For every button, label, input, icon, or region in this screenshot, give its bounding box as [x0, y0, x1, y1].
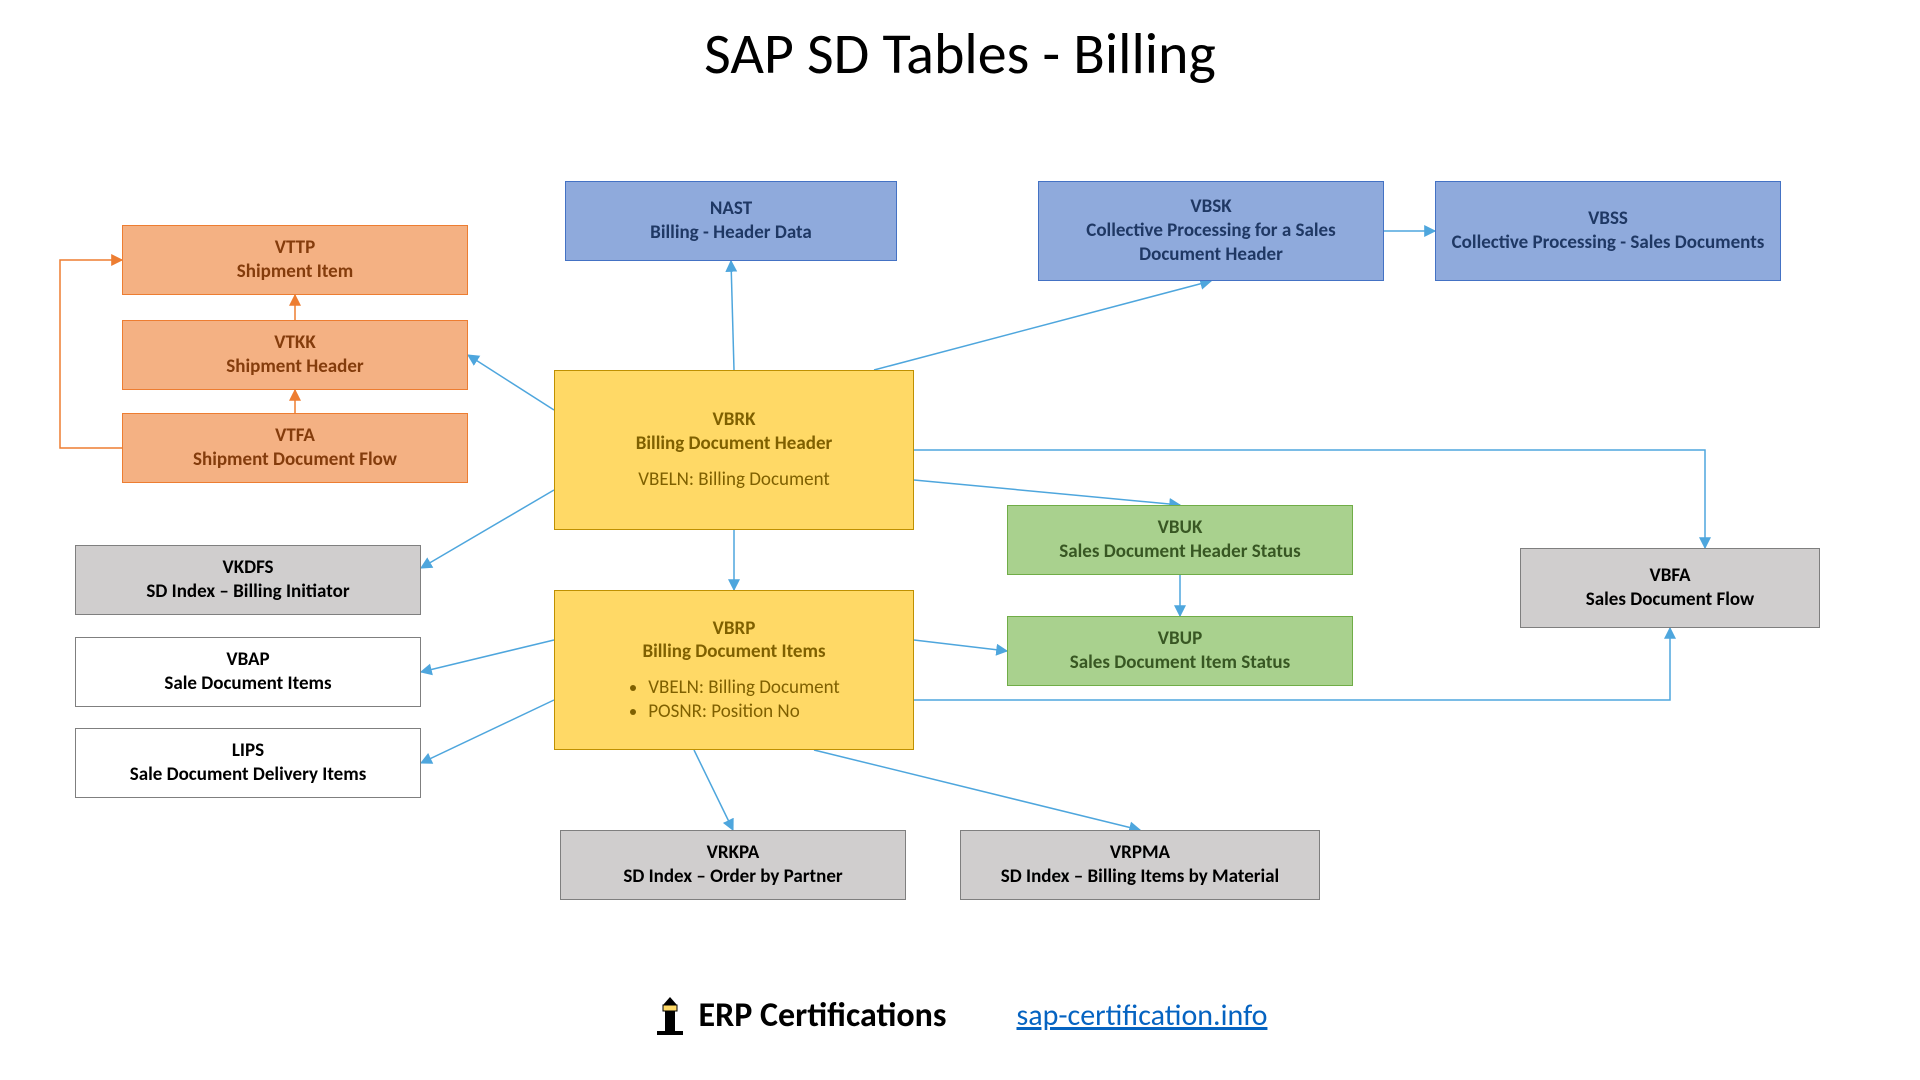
box-desc: Billing Document Items: [642, 640, 825, 664]
box-desc: Sales Document Flow: [1586, 588, 1754, 612]
box-desc: Shipment Header: [226, 355, 363, 379]
box-name: VTKK: [274, 331, 315, 355]
box-name: VTTP: [275, 236, 315, 260]
box-vbup: VBUPSales Document Item Status: [1007, 616, 1353, 686]
edge: [914, 480, 1180, 505]
box-vtfa: VTFAShipment Document Flow: [122, 413, 468, 483]
edge: [468, 355, 554, 410]
edge: [694, 750, 733, 830]
box-name: VBRP: [713, 617, 756, 641]
box-desc: Sales Document Header Status: [1059, 540, 1300, 564]
edge: [914, 640, 1007, 651]
box-desc: Sale Document Items: [164, 672, 331, 696]
box-lips: LIPSSale Document Delivery Items: [75, 728, 421, 798]
edges-layer: [0, 0, 1920, 1080]
box-name: VRKPA: [707, 841, 760, 865]
box-desc: Collective Processing for a Sales Docume…: [1049, 219, 1373, 267]
box-desc: Sale Document Delivery Items: [130, 763, 367, 787]
box-name: VBFA: [1649, 564, 1690, 588]
brand-logo: ERP Certifications: [653, 995, 947, 1036]
box-vrpma: VRPMASD Index – Billing Items by Materia…: [960, 830, 1320, 900]
box-desc: Collective Processing - Sales Documents: [1452, 231, 1765, 255]
box-desc: SD Index – Billing Items by Material: [1001, 865, 1279, 889]
box-name: NAST: [710, 197, 752, 221]
box-desc: Billing - Header Data: [650, 221, 812, 245]
box-desc: Shipment Document Flow: [193, 448, 397, 472]
edge: [874, 281, 1211, 370]
box-desc: SD Index – Billing Initiator: [146, 580, 349, 604]
edge: [814, 750, 1140, 830]
box-desc: Shipment Item: [237, 260, 353, 284]
edge: [421, 640, 554, 672]
box-name: VTFA: [275, 424, 315, 448]
box-vbss: VBSSCollective Processing - Sales Docume…: [1435, 181, 1781, 281]
box-vrkpa: VRKPASD Index – Order by Partner: [560, 830, 906, 900]
footer: ERP Certifications sap-certification.inf…: [0, 995, 1920, 1041]
box-vbfa: VBFASales Document Flow: [1520, 548, 1820, 628]
box-name: VRPMA: [1110, 841, 1170, 865]
box-desc: SD Index – Order by Partner: [623, 865, 842, 889]
box-nast: NASTBilling - Header Data: [565, 181, 897, 261]
box-vbrp: VBRPBilling Document Items VBELN: Billing…: [554, 590, 914, 750]
box-desc: Billing Document Header: [636, 432, 833, 456]
edge: [60, 260, 122, 448]
box-name: VKDFS: [222, 556, 273, 580]
box-vbuk: VBUKSales Document Header Status: [1007, 505, 1353, 575]
box-name: VBRK: [713, 408, 756, 432]
box-vbap: VBAPSale Document Items: [75, 637, 421, 707]
edge: [421, 490, 554, 568]
box-name: VBUK: [1158, 516, 1203, 540]
box-name: VBSS: [1588, 207, 1628, 231]
footer-link[interactable]: sap-certification.info: [1017, 997, 1268, 1034]
box-vbsk: VBSKCollective Processing for a Sales Do…: [1038, 181, 1384, 281]
box-desc: Sales Document Item Status: [1070, 651, 1290, 675]
box-vkdfs: VKDFSSD Index – Billing Initiator: [75, 545, 421, 615]
page-title: SAP SD Tables - Billing: [0, 18, 1920, 89]
edge: [421, 700, 554, 763]
box-name: VBAP: [226, 648, 269, 672]
box-vttp: VTTPShipment Item: [122, 225, 468, 295]
box-name: VBUP: [1158, 627, 1202, 651]
edge: [731, 261, 734, 370]
box-vbrk: VBRKBilling Document Header VBELN: Billin…: [554, 370, 914, 530]
box-name: LIPS: [232, 739, 264, 763]
lighthouse-icon: [653, 995, 687, 1035]
box-vtkk: VTKKShipment Header: [122, 320, 468, 390]
box-field: VBELN: Billing Document: [648, 676, 840, 700]
brand-text: ERP Certifications: [699, 995, 947, 1036]
box-name: VBSK: [1190, 195, 1231, 219]
box-field: VBELN: Billing Document: [638, 468, 830, 492]
box-field: POSNR: Position No: [648, 700, 840, 724]
